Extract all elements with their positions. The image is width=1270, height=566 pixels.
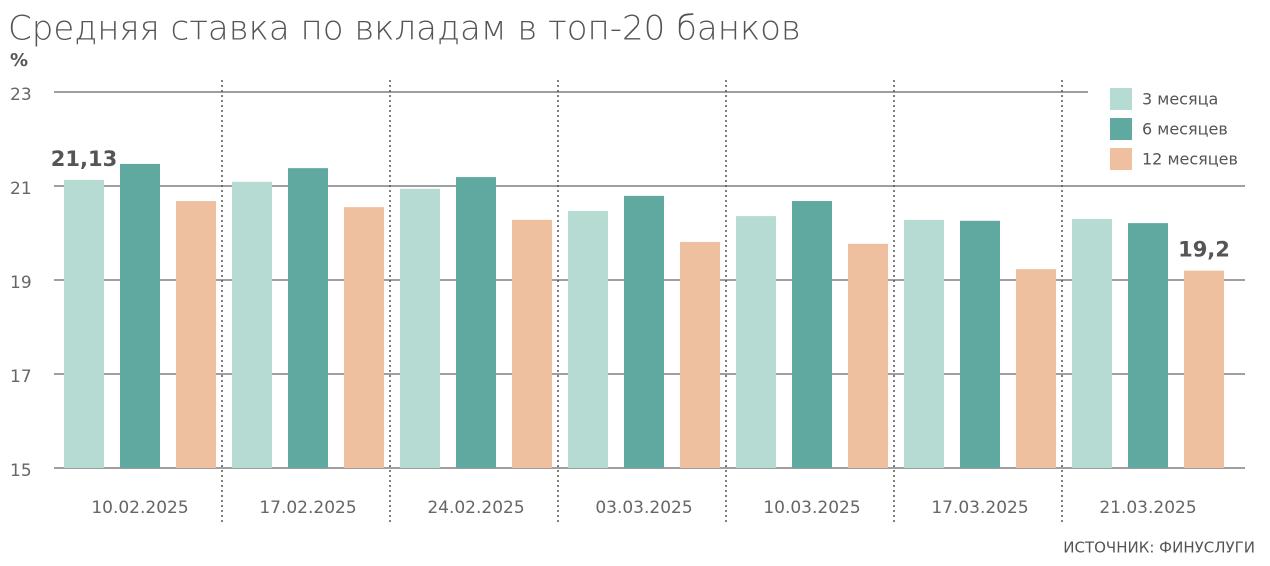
y-unit: % [10,50,28,71]
y-tick-label: 15 [10,461,32,481]
bar [960,220,1000,468]
legend-swatch [1110,118,1132,140]
bar [1184,270,1224,468]
x-tick-label: 10.02.2025 [91,498,188,518]
bar [680,241,720,468]
legend-swatch [1110,88,1132,110]
bar [568,210,608,468]
bar [792,201,832,469]
value-label: 21,13 [51,147,117,171]
bar [288,168,328,468]
bar [1016,269,1056,468]
bar [400,188,440,468]
bar [1128,223,1168,468]
x-tick-label: 17.03.2025 [931,498,1028,518]
bar [512,219,552,468]
bar [176,201,216,469]
legend-label: 12 месяцев [1142,150,1238,169]
bar [232,181,272,468]
bar [1072,218,1112,468]
bar [344,207,384,468]
x-tick-label: 03.03.2025 [595,498,692,518]
legend-swatch [1110,148,1132,170]
legend-label: 3 месяца [1142,90,1218,109]
bar [120,163,160,468]
bar [904,219,944,468]
chart-title: Средняя ставка по вкладам в топ-20 банко… [8,9,801,49]
bar [624,195,664,468]
y-tick-label: 21 [10,179,32,199]
bar [64,179,104,468]
bar [456,177,496,468]
y-tick-label: 19 [10,273,32,293]
x-tick-label: 21.03.2025 [1099,498,1196,518]
legend-label: 6 месяцев [1142,120,1228,139]
y-tick-label: 17 [10,367,32,387]
value-label: 19,2 [1178,238,1230,262]
y-tick-label: 23 [10,85,32,105]
x-tick-label: 24.02.2025 [427,498,524,518]
bar [848,243,888,468]
x-tick-label: 17.02.2025 [259,498,356,518]
source: ИСТОЧНИК: ФИНУСЛУГИ [1063,539,1255,557]
bar [736,216,776,468]
x-tick-label: 10.03.2025 [763,498,860,518]
